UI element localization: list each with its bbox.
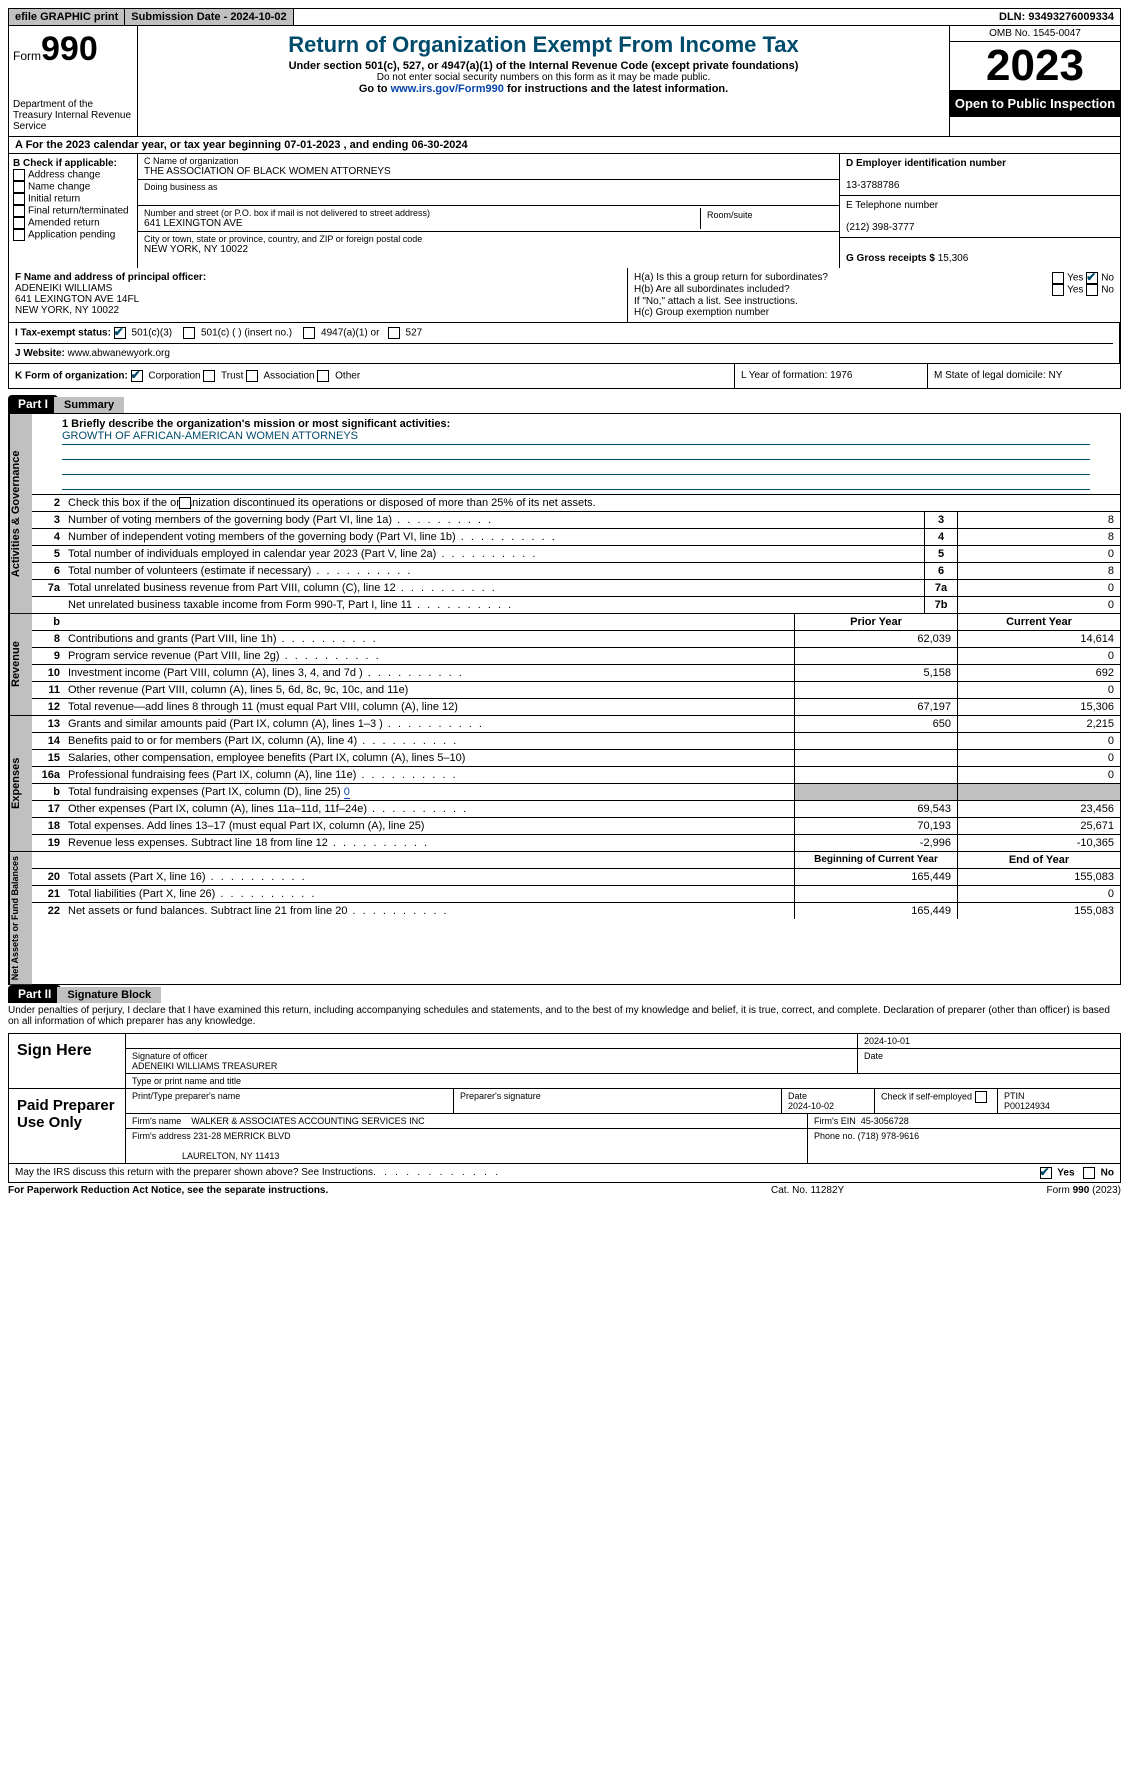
- cb-hb-yes[interactable]: [1052, 284, 1064, 296]
- part1-header: Part I: [8, 395, 58, 413]
- cb-ha-no[interactable]: [1086, 272, 1098, 284]
- cb-corp[interactable]: [131, 370, 143, 382]
- part2-header: Part II: [8, 985, 61, 1003]
- col-c-org: C Name of organizationTHE ASSOCIATION OF…: [138, 154, 839, 268]
- submission-date: Submission Date - 2024-10-02: [125, 9, 293, 25]
- summary-expenses: Expenses 13Grants and similar amounts pa…: [8, 716, 1121, 852]
- cb-name-change[interactable]: [13, 181, 25, 193]
- state-domicile: M State of legal domicile: NY: [927, 364, 1120, 388]
- tax-year: 2023: [950, 42, 1120, 90]
- cb-discontinued[interactable]: [179, 497, 191, 509]
- goto-line: Go to www.irs.gov/Form990 for instructio…: [144, 83, 943, 95]
- v-line3: 8: [957, 512, 1120, 528]
- cb-amended[interactable]: [13, 217, 25, 229]
- cb-4947[interactable]: [303, 327, 315, 339]
- website[interactable]: www.abwanewyork.org: [68, 348, 170, 359]
- cb-address-change[interactable]: [13, 169, 25, 181]
- cb-initial[interactable]: [13, 193, 25, 205]
- org-street: 641 LEXINGTON AVE: [144, 218, 243, 229]
- firm-name: WALKER & ASSOCIATES ACCOUNTING SERVICES …: [191, 1116, 424, 1126]
- cb-527[interactable]: [388, 327, 400, 339]
- form-title: Return of Organization Exempt From Incom…: [144, 32, 943, 58]
- col-d-ids: D Employer identification number13-37887…: [839, 154, 1120, 268]
- summary-governance: Activities & Governance 1 Briefly descri…: [8, 413, 1121, 614]
- open-inspection: Open to Public Inspection: [950, 90, 1120, 117]
- cb-discuss-no[interactable]: [1083, 1167, 1095, 1179]
- mission-text: GROWTH OF AFRICAN-AMERICAN WOMEN ATTORNE…: [62, 430, 1090, 445]
- ptin: P00124934: [1004, 1101, 1050, 1111]
- summary-netassets: Net Assets or Fund Balances Beginning of…: [8, 852, 1121, 985]
- ein: 13-3788786: [846, 180, 899, 191]
- omb-number: OMB No. 1545-0047: [950, 26, 1120, 42]
- dln: DLN: 93493276009334: [993, 9, 1120, 25]
- org-name: THE ASSOCIATION OF BLACK WOMEN ATTORNEYS: [144, 166, 391, 177]
- officer-sig-name: ADENEIKI WILLIAMS TREASURER: [132, 1061, 277, 1071]
- form-header: Form990 Department of the Treasury Inter…: [8, 26, 1121, 137]
- cb-501c3[interactable]: [114, 327, 126, 339]
- block-bcd: B Check if applicable: Address change Na…: [8, 154, 1121, 268]
- summary-revenue: Revenue bPrior YearCurrent Year 8Contrib…: [8, 614, 1121, 716]
- cb-other[interactable]: [317, 370, 329, 382]
- col-b-checkboxes: B Check if applicable: Address change Na…: [9, 154, 138, 268]
- discuss-row: May the IRS discuss this return with the…: [8, 1164, 1121, 1183]
- row-ij: I Tax-exempt status: 501(c)(3) 501(c) ( …: [8, 323, 1121, 364]
- officer-name: ADENEIKI WILLIAMS: [15, 283, 112, 294]
- penalty-text: Under penalties of perjury, I declare th…: [8, 1003, 1121, 1029]
- cb-501c[interactable]: [183, 327, 195, 339]
- cb-discuss-yes[interactable]: [1040, 1167, 1052, 1179]
- footer: For Paperwork Reduction Act Notice, see …: [8, 1183, 1121, 1196]
- efile-button[interactable]: efile GRAPHIC print: [9, 9, 125, 25]
- gross-receipts: 15,306: [938, 253, 969, 264]
- signature-block: Sign Here 2024-10-01 Signature of office…: [8, 1033, 1121, 1164]
- cb-trust[interactable]: [203, 370, 215, 382]
- ssn-warning: Do not enter social security numbers on …: [144, 72, 943, 83]
- irs-link[interactable]: www.irs.gov/Form990: [391, 83, 504, 95]
- row-fgh: F Name and address of principal officer:…: [8, 268, 1121, 323]
- form-number: Form990: [13, 30, 133, 69]
- cb-self-employed[interactable]: [975, 1091, 987, 1103]
- cb-assoc[interactable]: [246, 370, 258, 382]
- row-a-taxyear: A For the 2023 calendar year, or tax yea…: [8, 137, 1121, 154]
- row-k: K Form of organization: Corporation Trus…: [8, 364, 1121, 389]
- cb-ha-yes[interactable]: [1052, 272, 1064, 284]
- form-subtitle: Under section 501(c), 527, or 4947(a)(1)…: [144, 60, 943, 72]
- telephone: (212) 398-3777: [846, 222, 914, 233]
- cb-pending[interactable]: [13, 229, 25, 241]
- cb-hb-no[interactable]: [1086, 284, 1098, 296]
- top-bar: efile GRAPHIC print Submission Date - 20…: [8, 8, 1121, 26]
- year-formation: L Year of formation: 1976: [734, 364, 927, 388]
- org-city: NEW YORK, NY 10022: [144, 244, 248, 255]
- cb-final[interactable]: [13, 205, 25, 217]
- dept-label: Department of the Treasury Internal Reve…: [13, 99, 133, 132]
